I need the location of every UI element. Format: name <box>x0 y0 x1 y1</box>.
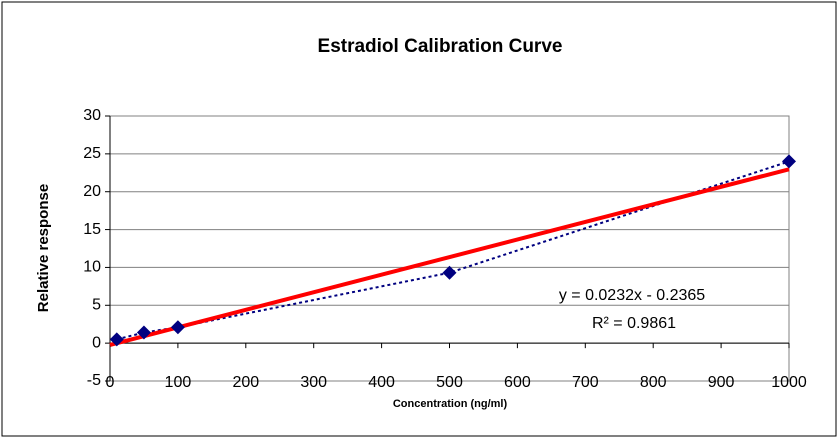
x-tick-label: 700 <box>572 374 599 391</box>
r-squared: R² = 0.9861 <box>592 315 676 332</box>
y-axis-label: Relative response <box>35 184 52 312</box>
chart-title: Estradiol Calibration Curve <box>318 36 563 57</box>
y-tick-label: 25 <box>83 145 101 162</box>
y-tick-label: 5 <box>92 297 101 314</box>
data-point <box>442 265 457 280</box>
x-axis-label: Concentration (ng/ml) <box>393 398 508 410</box>
x-tick-label: 300 <box>300 374 327 391</box>
y-tick-label: 10 <box>83 259 101 276</box>
data-point <box>109 332 124 347</box>
data-point <box>170 320 185 335</box>
x-tick-label: 800 <box>640 374 667 391</box>
data-point <box>136 325 151 340</box>
x-tick-label: 500 <box>436 374 463 391</box>
x-tick-label: 900 <box>708 374 735 391</box>
trendline-equation: y = 0.0232x - 0.2365 <box>559 287 705 304</box>
x-tick-label: 100 <box>165 374 192 391</box>
y-tick-label: 15 <box>83 221 101 238</box>
y-tick-label: -5 <box>87 372 101 389</box>
trendline <box>109 167 790 347</box>
data-point <box>782 154 796 169</box>
x-tick-label: 400 <box>368 374 395 391</box>
x-tick-label: 1000 <box>771 374 807 391</box>
x-tick-label: 0 <box>106 374 115 391</box>
y-tick-label: 30 <box>83 107 101 124</box>
x-tick-label: 600 <box>504 374 531 391</box>
y-tick-label: 0 <box>92 334 101 351</box>
y-tick-label: 20 <box>83 183 101 200</box>
x-tick-label: 200 <box>232 374 259 391</box>
plot-area <box>109 115 790 382</box>
